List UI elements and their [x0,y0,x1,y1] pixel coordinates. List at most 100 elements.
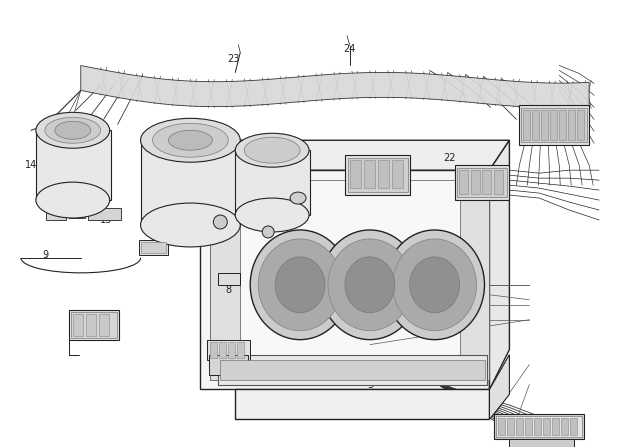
Bar [392,160,403,188]
Polygon shape [200,170,490,389]
Text: 4: 4 [367,360,373,370]
Text: 7: 7 [88,325,94,335]
Text: 17: 17 [212,153,225,163]
Text: 8: 8 [225,285,231,295]
Text: 19: 19 [262,225,275,235]
Text: 15: 15 [63,147,75,157]
Bar [570,418,577,435]
Ellipse shape [320,230,420,340]
Text: 13: 13 [100,215,112,225]
Text: 22: 22 [444,153,456,163]
Text: 6: 6 [215,340,221,349]
Text: 16: 16 [189,153,202,163]
Polygon shape [509,439,574,448]
Text: 2: 2 [392,295,398,305]
Ellipse shape [385,230,484,340]
Bar [577,110,584,140]
Polygon shape [211,180,240,379]
Polygon shape [456,168,508,197]
Bar [499,418,506,435]
Ellipse shape [328,239,412,331]
Ellipse shape [36,112,109,148]
Bar [86,314,96,336]
Bar [543,418,550,435]
Text: 10: 10 [145,240,157,250]
Bar [559,110,566,140]
Ellipse shape [393,239,477,331]
Polygon shape [490,355,509,419]
Polygon shape [460,180,490,379]
Polygon shape [348,158,408,192]
Text: 18: 18 [212,215,225,225]
Text: 12: 12 [72,210,85,220]
Ellipse shape [258,239,342,331]
Polygon shape [490,140,509,389]
Ellipse shape [345,257,395,313]
Bar [568,110,575,140]
Polygon shape [520,105,589,145]
Polygon shape [495,414,584,439]
Bar [228,342,236,358]
Ellipse shape [290,192,306,204]
Polygon shape [218,273,240,285]
Bar [541,110,548,140]
Text: 3: 3 [392,310,398,320]
Text: 9: 9 [43,250,49,260]
Bar [470,170,479,194]
Polygon shape [236,389,490,419]
Polygon shape [497,416,582,437]
Bar [211,342,218,358]
Ellipse shape [152,123,228,157]
Bar [516,418,524,435]
Ellipse shape [244,137,300,163]
Bar [73,314,83,336]
Polygon shape [139,240,168,255]
Ellipse shape [236,134,309,167]
Text: 20: 20 [292,190,304,200]
Text: 5: 5 [367,379,373,389]
Polygon shape [220,360,486,379]
Polygon shape [209,355,248,375]
Ellipse shape [262,226,274,238]
Polygon shape [141,140,240,225]
Text: 11: 11 [50,210,62,220]
Ellipse shape [410,257,460,313]
Ellipse shape [141,203,240,247]
Polygon shape [522,108,587,142]
Bar [459,170,468,194]
Bar [483,170,492,194]
Bar [237,342,244,358]
Bar [220,342,227,358]
Polygon shape [207,340,250,360]
Text: 21: 21 [349,160,361,170]
Bar [561,418,568,435]
Polygon shape [71,312,116,338]
Ellipse shape [55,121,91,139]
Bar [532,110,540,140]
Ellipse shape [141,118,240,162]
Bar [378,160,388,188]
Polygon shape [141,242,166,253]
Ellipse shape [213,215,227,229]
Bar [550,110,557,140]
Ellipse shape [236,198,309,232]
Bar [525,418,532,435]
Polygon shape [88,208,120,220]
Bar [99,314,109,336]
Bar [350,160,361,188]
Text: 00305727: 00305727 [542,425,584,434]
Bar [552,418,559,435]
Polygon shape [345,155,410,195]
Polygon shape [211,180,479,379]
Polygon shape [218,355,488,384]
Polygon shape [68,210,84,218]
Polygon shape [36,130,111,200]
Bar [524,110,531,140]
Bar [364,160,375,188]
Polygon shape [46,210,66,220]
Ellipse shape [45,117,100,143]
Ellipse shape [250,230,350,340]
Ellipse shape [168,130,212,150]
Polygon shape [236,150,310,215]
Polygon shape [200,140,509,170]
